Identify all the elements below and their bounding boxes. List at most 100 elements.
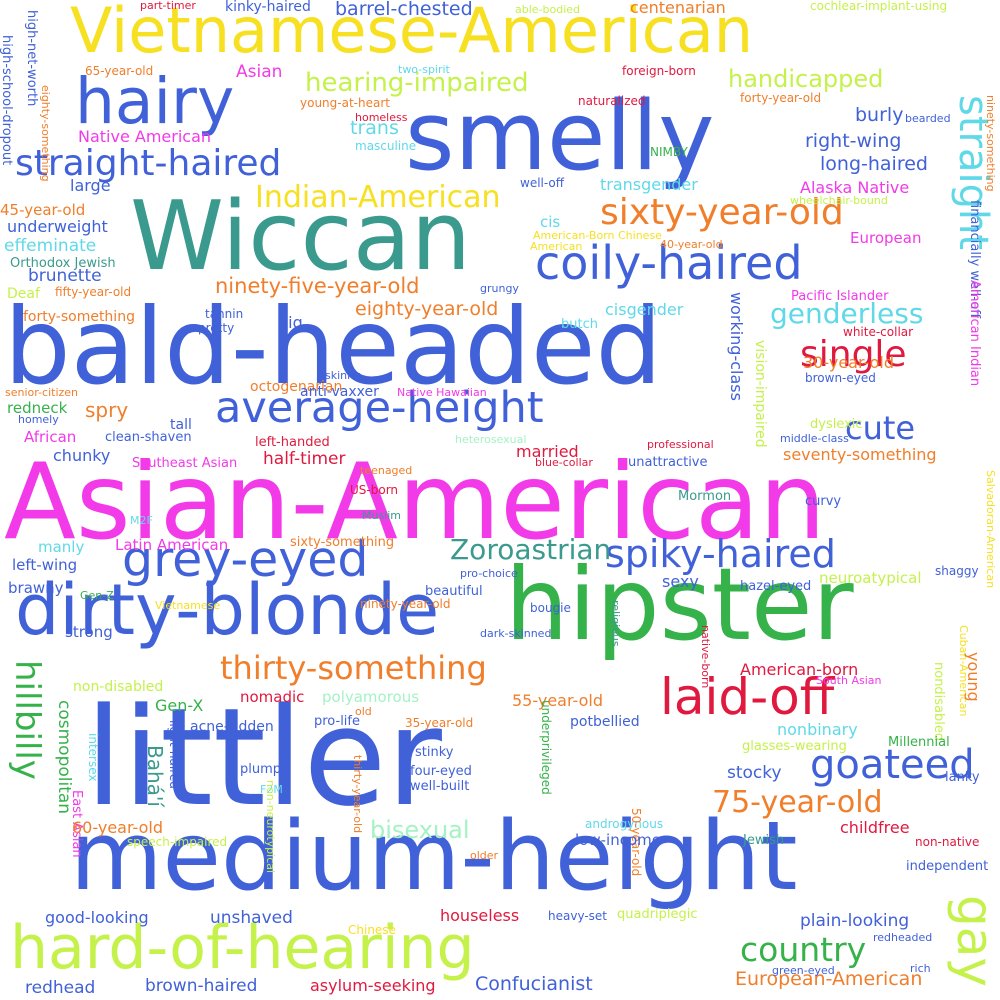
word: glasses-wearing [742, 739, 847, 754]
word: straight-haired [15, 143, 282, 184]
word: NIMBY [650, 145, 688, 159]
word: 60-year-old [72, 818, 163, 837]
word: potbellied [570, 714, 640, 730]
word: South Asian [816, 674, 882, 687]
word: half-timer [263, 449, 346, 469]
word: low-income [575, 831, 661, 849]
word: large [70, 176, 111, 195]
word: older [470, 849, 499, 862]
word: nondisabled [931, 662, 946, 742]
word: bald-headed [4, 286, 663, 408]
word: gay [946, 895, 1000, 987]
word: forty-something [23, 309, 135, 325]
word: polyamorous [322, 688, 420, 706]
word: speech-impaired [127, 835, 228, 849]
word: pro-life [314, 714, 360, 729]
word: 75-year-old [712, 785, 883, 820]
word: American-born [740, 660, 859, 679]
word: Mormon [678, 489, 732, 504]
word: pro-choice [460, 567, 518, 580]
word: naturalized [578, 94, 646, 108]
word: high-net-worth [24, 10, 39, 107]
word: high-school-dropout [0, 35, 14, 166]
word: burly [855, 104, 904, 126]
word: hazel-eyed [740, 579, 812, 594]
word: sexy [662, 572, 699, 591]
word: heterosexual [455, 433, 527, 446]
word: teenaged [360, 464, 413, 477]
word: barrel-chested [335, 0, 473, 20]
word: smelly [405, 82, 715, 192]
word: senior-citizen [5, 386, 79, 399]
word: 65-year-old [85, 64, 154, 78]
word: centenarian [630, 0, 726, 17]
word: curvy [805, 494, 842, 509]
word: ninety-year-old [360, 597, 451, 611]
word: good-looking [45, 908, 149, 927]
word: seventy-something [783, 445, 937, 464]
word: working-class [727, 292, 746, 401]
word: blue-collar [535, 456, 593, 469]
word: vision-impaired [752, 340, 768, 448]
word: houseless [440, 906, 520, 925]
word: lanky [945, 770, 980, 785]
word: light-haired [167, 720, 181, 789]
word: dyslexic [810, 417, 863, 432]
word: Indian-American [255, 180, 501, 215]
word: American-Born Chinese [533, 229, 662, 242]
word: non-native [915, 835, 980, 849]
word: stinky [415, 745, 454, 760]
word: American Indian [967, 280, 982, 387]
word: neuroatypical [819, 569, 922, 587]
word: skinny [325, 369, 361, 382]
word: Deaf [7, 286, 40, 302]
word: hearing-impaired [305, 68, 529, 98]
word: tannin [205, 307, 244, 321]
word: Millennial [888, 735, 950, 750]
word: young [964, 652, 983, 702]
word: intersex [86, 733, 100, 782]
word: 40-year-old [660, 238, 723, 251]
word: laid-off [660, 668, 835, 726]
word: homely [18, 413, 59, 426]
word: asylum-seeking [310, 976, 436, 995]
word: effeminate [4, 236, 97, 256]
word: M2F [130, 514, 153, 527]
word: eighty-something [39, 85, 52, 182]
word: independent [906, 859, 989, 874]
word: childfree [840, 818, 910, 837]
word: bearded [905, 112, 951, 125]
word: grey-eyed [122, 531, 369, 588]
word: ninety-five-year-old [215, 274, 420, 298]
word: Vietnamese [155, 599, 221, 612]
word: redhead [25, 978, 96, 998]
word: pretty [198, 321, 235, 335]
word: Zoroastrian [450, 533, 612, 566]
word: long-haired [820, 153, 928, 175]
word: transgender [600, 175, 698, 194]
word: coily-haired [535, 236, 803, 290]
word: acne-ridden [190, 719, 274, 735]
word: thirty-year-old [351, 755, 364, 834]
word: plain-looking [800, 911, 910, 931]
word: Asian [236, 62, 283, 82]
word: spiky-haired [605, 532, 836, 576]
word: clean-shaven [105, 430, 192, 445]
word: brown-eyed [805, 371, 876, 385]
word: non-disabled [73, 679, 164, 695]
word: hillbilly [7, 660, 47, 780]
word: left-wing [12, 556, 78, 574]
word: trans [350, 117, 399, 139]
word: Chinese [348, 923, 396, 937]
word: underprivileged [539, 700, 553, 795]
word: ninety-something [984, 95, 997, 192]
word: native-born [699, 625, 712, 689]
word: Native American [78, 127, 212, 146]
word: bougie [530, 601, 571, 615]
word: Latin American [115, 536, 229, 554]
word: thirty-something [220, 649, 487, 687]
word: well-built [410, 779, 470, 794]
word: single [800, 334, 907, 375]
word: beautiful [425, 584, 483, 599]
